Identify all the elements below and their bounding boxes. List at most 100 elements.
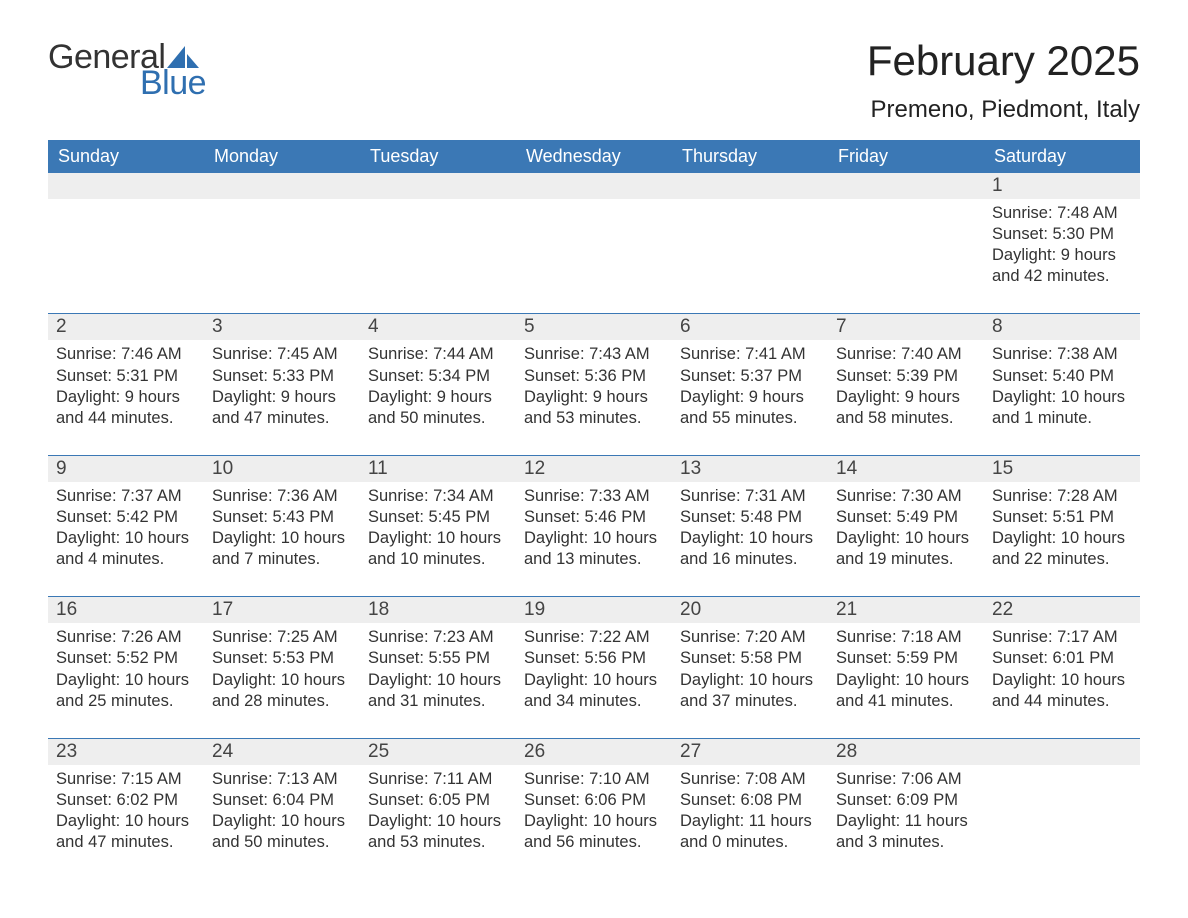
daylight-line: Daylight: 10 hours [680, 670, 820, 691]
daylight-line: and 31 minutes. [368, 691, 508, 712]
day-cell: Sunrise: 7:25 AMSunset: 5:53 PMDaylight:… [204, 623, 360, 711]
daylight-line: Daylight: 9 hours [524, 387, 664, 408]
daylight-line: Daylight: 9 hours [992, 245, 1132, 266]
daylight-line: and 7 minutes. [212, 549, 352, 570]
sunset-line: Sunset: 6:08 PM [680, 790, 820, 811]
calendar-week: 9101112131415Sunrise: 7:37 AMSunset: 5:4… [48, 455, 1140, 570]
sunset-line: Sunset: 5:45 PM [368, 507, 508, 528]
day-number: 27 [672, 739, 828, 765]
day-number: 4 [360, 314, 516, 340]
daylight-line: Daylight: 10 hours [56, 528, 196, 549]
day-number: 7 [828, 314, 984, 340]
day-cell: Sunrise: 7:36 AMSunset: 5:43 PMDaylight:… [204, 482, 360, 570]
day-cell: Sunrise: 7:26 AMSunset: 5:52 PMDaylight:… [48, 623, 204, 711]
daylight-line: Daylight: 11 hours [680, 811, 820, 832]
daylight-line: and 13 minutes. [524, 549, 664, 570]
day-cell: Sunrise: 7:15 AMSunset: 6:02 PMDaylight:… [48, 765, 204, 853]
sunrise-line: Sunrise: 7:34 AM [368, 486, 508, 507]
sunset-line: Sunset: 5:53 PM [212, 648, 352, 669]
day-cell: Sunrise: 7:30 AMSunset: 5:49 PMDaylight:… [828, 482, 984, 570]
sunrise-line: Sunrise: 7:33 AM [524, 486, 664, 507]
daylight-line: and 1 minute. [992, 408, 1132, 429]
day-number [672, 173, 828, 199]
sunrise-line: Sunrise: 7:20 AM [680, 627, 820, 648]
day-number: 3 [204, 314, 360, 340]
daylight-line: and 50 minutes. [212, 832, 352, 853]
daylight-line: Daylight: 10 hours [992, 387, 1132, 408]
day-number: 23 [48, 739, 204, 765]
daylight-line: Daylight: 10 hours [212, 670, 352, 691]
day-number: 28 [828, 739, 984, 765]
sunrise-line: Sunrise: 7:44 AM [368, 344, 508, 365]
day-cell [360, 199, 516, 287]
day-number-strip: 232425262728 [48, 739, 1140, 765]
sunrise-line: Sunrise: 7:37 AM [56, 486, 196, 507]
day-cell: Sunrise: 7:13 AMSunset: 6:04 PMDaylight:… [204, 765, 360, 853]
sunset-line: Sunset: 5:51 PM [992, 507, 1132, 528]
day-number: 14 [828, 456, 984, 482]
daylight-line: and 19 minutes. [836, 549, 976, 570]
brand-part2: Blue [140, 66, 206, 100]
day-number [984, 739, 1140, 765]
sunset-line: Sunset: 6:05 PM [368, 790, 508, 811]
daylight-line: and 0 minutes. [680, 832, 820, 853]
day-cell: Sunrise: 7:41 AMSunset: 5:37 PMDaylight:… [672, 340, 828, 428]
day-number: 16 [48, 597, 204, 623]
sunset-line: Sunset: 5:33 PM [212, 366, 352, 387]
title-block: February 2025 Premeno, Piedmont, Italy [867, 40, 1140, 134]
sunset-line: Sunset: 5:52 PM [56, 648, 196, 669]
day-number: 25 [360, 739, 516, 765]
sunrise-line: Sunrise: 7:36 AM [212, 486, 352, 507]
daylight-line: Daylight: 10 hours [368, 670, 508, 691]
day-number: 12 [516, 456, 672, 482]
day-cell [516, 199, 672, 287]
day-number: 20 [672, 597, 828, 623]
day-cell: Sunrise: 7:23 AMSunset: 5:55 PMDaylight:… [360, 623, 516, 711]
sunrise-line: Sunrise: 7:28 AM [992, 486, 1132, 507]
day-number: 17 [204, 597, 360, 623]
daylight-line: Daylight: 10 hours [56, 670, 196, 691]
calendar-week: 16171819202122Sunrise: 7:26 AMSunset: 5:… [48, 596, 1140, 711]
day-number: 24 [204, 739, 360, 765]
day-cell [984, 765, 1140, 853]
daylight-line: Daylight: 10 hours [524, 811, 664, 832]
sunset-line: Sunset: 5:37 PM [680, 366, 820, 387]
daylight-line: and 10 minutes. [368, 549, 508, 570]
daylight-line: and 53 minutes. [368, 832, 508, 853]
sunset-line: Sunset: 5:43 PM [212, 507, 352, 528]
daylight-line: and 44 minutes. [992, 691, 1132, 712]
sunrise-line: Sunrise: 7:13 AM [212, 769, 352, 790]
day-number [204, 173, 360, 199]
day-number: 21 [828, 597, 984, 623]
weekday-header: Friday [828, 140, 984, 173]
weekday-header: Saturday [984, 140, 1140, 173]
daylight-line: Daylight: 9 hours [836, 387, 976, 408]
sunset-line: Sunset: 5:31 PM [56, 366, 196, 387]
day-number: 15 [984, 456, 1140, 482]
day-cell: Sunrise: 7:37 AMSunset: 5:42 PMDaylight:… [48, 482, 204, 570]
sunrise-line: Sunrise: 7:46 AM [56, 344, 196, 365]
day-number: 22 [984, 597, 1140, 623]
day-cell: Sunrise: 7:08 AMSunset: 6:08 PMDaylight:… [672, 765, 828, 853]
daylight-line: and 53 minutes. [524, 408, 664, 429]
daylight-line: Daylight: 10 hours [836, 670, 976, 691]
daylight-line: Daylight: 10 hours [836, 528, 976, 549]
sunset-line: Sunset: 5:42 PM [56, 507, 196, 528]
daylight-line: Daylight: 9 hours [56, 387, 196, 408]
weekday-header: Monday [204, 140, 360, 173]
weekday-header: Thursday [672, 140, 828, 173]
daylight-line: Daylight: 10 hours [368, 811, 508, 832]
daylight-line: Daylight: 9 hours [212, 387, 352, 408]
daylight-line: Daylight: 11 hours [836, 811, 976, 832]
sunset-line: Sunset: 5:59 PM [836, 648, 976, 669]
daylight-line: and 56 minutes. [524, 832, 664, 853]
day-number: 18 [360, 597, 516, 623]
sunrise-line: Sunrise: 7:30 AM [836, 486, 976, 507]
daylight-line: Daylight: 9 hours [680, 387, 820, 408]
day-cell: Sunrise: 7:46 AMSunset: 5:31 PMDaylight:… [48, 340, 204, 428]
calendar-week: 2345678Sunrise: 7:46 AMSunset: 5:31 PMDa… [48, 313, 1140, 428]
day-number [48, 173, 204, 199]
sunset-line: Sunset: 6:02 PM [56, 790, 196, 811]
calendar-week: 232425262728Sunrise: 7:15 AMSunset: 6:02… [48, 738, 1140, 853]
day-cell: Sunrise: 7:34 AMSunset: 5:45 PMDaylight:… [360, 482, 516, 570]
